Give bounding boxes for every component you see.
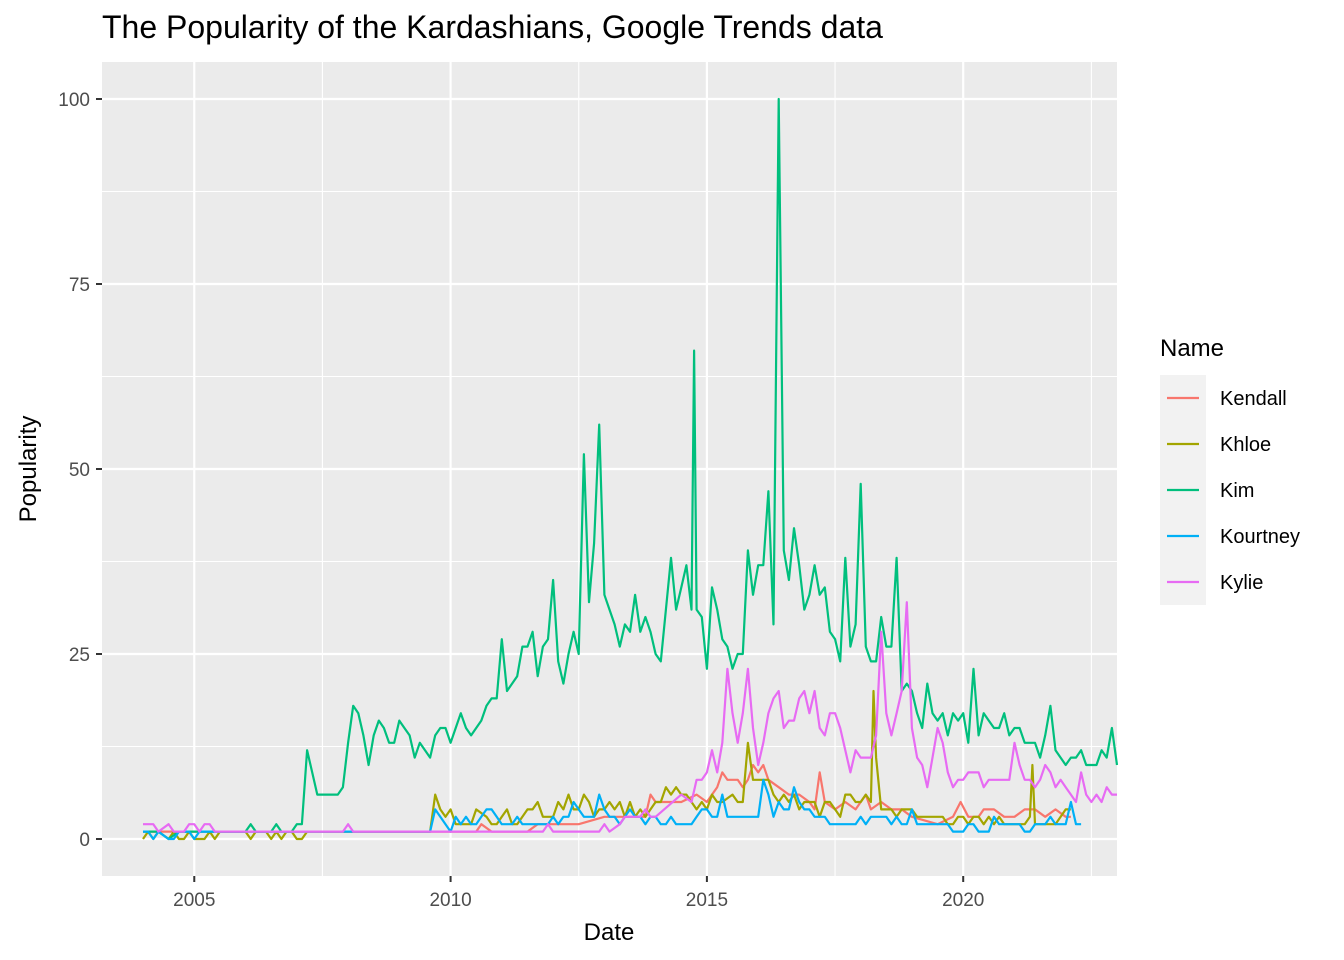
y-tick-label: 100 xyxy=(58,90,90,111)
chart-title: The Popularity of the Kardashians, Googl… xyxy=(102,9,883,45)
series-line-kylie xyxy=(143,601,1117,833)
x-tick-label: 2010 xyxy=(429,890,471,911)
legend-title: Name xyxy=(1160,335,1224,362)
y-axis-title: Popularity xyxy=(15,416,42,523)
legend-label-kourtney: Kourtney xyxy=(1220,526,1300,548)
series-lines xyxy=(142,97,1119,841)
x-tick-label: 2020 xyxy=(942,890,984,911)
y-tick-label: 50 xyxy=(69,460,90,481)
x-axis-title: Date xyxy=(584,919,635,946)
legend-label-kim: Kim xyxy=(1220,480,1254,502)
series-line-kourtney xyxy=(143,778,1082,841)
legend-label-kylie: Kylie xyxy=(1220,572,1263,594)
y-tick-label: 0 xyxy=(79,830,90,851)
x-tick-label: 2015 xyxy=(686,890,728,911)
legend-label-kendall: Kendall xyxy=(1220,388,1287,410)
x-tick-label: 2005 xyxy=(173,890,215,911)
x-axis: 2005 2010 2015 2020 xyxy=(173,876,984,911)
legend-label-khloe: Khloe xyxy=(1220,434,1271,456)
series-line-khloe xyxy=(142,689,1071,841)
y-tick-label: 25 xyxy=(69,645,90,666)
y-tick-label: 75 xyxy=(69,275,90,296)
legend: Name Kendall Khloe Kim Kourtney Kylie xyxy=(1160,335,1300,605)
y-axis: 0 25 50 75 100 xyxy=(58,90,102,851)
series-line-kim xyxy=(143,97,1119,841)
